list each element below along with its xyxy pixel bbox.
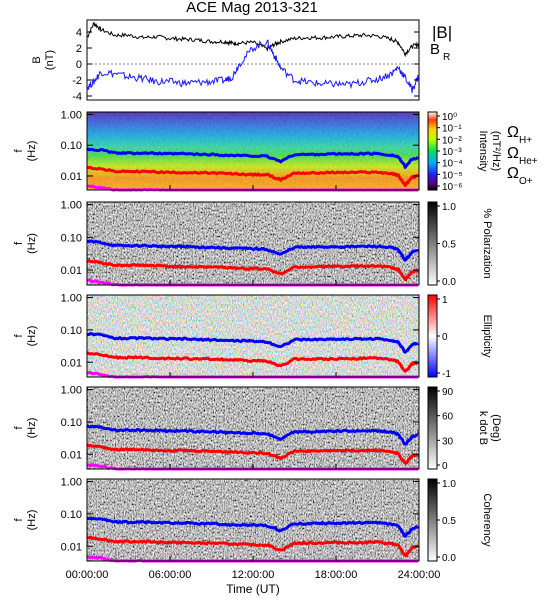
y-tick-label: 1.00 xyxy=(61,200,82,212)
omega-h-line xyxy=(86,332,419,354)
y-tick-label: 0.10 xyxy=(61,140,82,152)
cbar-tick-label: 1.0 xyxy=(442,479,456,490)
y-axis-label: f xyxy=(13,334,25,338)
x-tick-label: 12:00:00 xyxy=(232,569,275,581)
omega-he-line xyxy=(86,443,420,465)
x-tick-label: 18:00:00 xyxy=(315,569,358,581)
legend-omega-h: Ω xyxy=(507,124,519,141)
y-tick-label: 1.00 xyxy=(61,477,82,489)
y-tick-label: 0.10 xyxy=(61,232,82,244)
cbar-tick-label: 10⁰ xyxy=(442,112,457,123)
y-tick-label: 0 xyxy=(76,59,82,71)
cbar-tick-label: 0 xyxy=(442,332,448,343)
colorbar-label: (nT²/Hz) xyxy=(490,131,502,171)
y-tick-label: 1.00 xyxy=(61,385,82,397)
colorbar-coh xyxy=(427,478,438,562)
cbar-tick-label: 1 xyxy=(442,295,448,306)
y-tick-label: 0.10 xyxy=(61,509,82,521)
y-tick-label: 0.10 xyxy=(61,417,82,429)
y-axis-label: (Hz) xyxy=(26,510,38,531)
y-axis-label: (Hz) xyxy=(26,326,38,347)
y-tick-label: 2 xyxy=(76,43,82,55)
x-tick-label: 24:00:00 xyxy=(398,569,441,581)
cbar-tick-label: 0.0 xyxy=(442,553,456,564)
y-tick-label: -4 xyxy=(72,91,82,103)
omega-he-line xyxy=(86,535,419,557)
legend-b-r-sub: R xyxy=(443,52,450,63)
cbar-tick-label: 90 xyxy=(442,387,454,398)
spectrogram-ellipticity xyxy=(87,295,419,377)
omega-h-line xyxy=(86,516,419,538)
cbar-tick-label: 10⁻² xyxy=(442,135,462,146)
y-axis-label: f xyxy=(13,241,25,245)
cbar-tick-label: -1 xyxy=(442,369,451,380)
colorbar-label: Coherency xyxy=(481,493,493,547)
x-tick-label: 00:00:00 xyxy=(66,569,109,581)
legend-omega-o: Ω xyxy=(507,165,519,182)
spectrogram-texture xyxy=(87,112,419,190)
cbar-tick-label: 0.5 xyxy=(442,516,456,527)
cbar-tick-label: 0 xyxy=(442,461,448,472)
colorbar-kdb xyxy=(427,386,438,470)
y-axis-label: (Hz) xyxy=(26,418,38,439)
y-tick-label: -2 xyxy=(72,75,82,87)
cbar-tick-label: 10⁻¹ xyxy=(442,124,462,135)
series-b-r xyxy=(86,39,420,93)
colorbar-label: (Deg) xyxy=(490,414,502,442)
cbar-tick-label: 10⁻⁴ xyxy=(442,159,463,170)
legend-omega-h-sub: H+ xyxy=(519,135,532,146)
y-axis-label: f xyxy=(13,518,25,522)
colorbar-label: Intensity xyxy=(477,131,489,172)
cbar-tick-label: 30 xyxy=(442,436,454,447)
y-axis-label: f xyxy=(13,149,25,153)
y-tick-label: 0.01 xyxy=(61,357,82,369)
chart-title: ACE Mag 2013-321 xyxy=(186,0,318,16)
x-tick-label: 06:00:00 xyxy=(149,569,192,581)
y-tick-label: 1.00 xyxy=(61,109,82,121)
omega-he-line xyxy=(86,259,420,281)
legend-b-total: |B| xyxy=(432,23,452,42)
legend-omega-o-sub: O+ xyxy=(519,176,533,187)
cbar-tick-label: 10⁻³ xyxy=(442,147,462,158)
cbar-tick-label: 60 xyxy=(442,412,454,423)
y-axis-label: B xyxy=(31,56,43,63)
spectrogram-coh xyxy=(87,479,419,561)
colorbar-label: % Polarization xyxy=(481,208,493,278)
x-axis-label: Time (UT) xyxy=(226,582,280,596)
panel-b-frame xyxy=(86,19,420,101)
colorbar-int xyxy=(427,111,438,191)
omega-h-line xyxy=(86,147,419,169)
y-tick-label: 0.01 xyxy=(61,449,82,461)
colorbar-ell xyxy=(427,294,438,378)
omega-h-line xyxy=(86,239,420,262)
cbar-tick-label: 1.0 xyxy=(442,202,456,213)
y-tick-label: 1.00 xyxy=(61,293,82,305)
y-tick-label: 4 xyxy=(76,27,82,39)
cbar-tick-label: 10⁻⁵ xyxy=(442,170,463,181)
y-axis-label: f xyxy=(13,426,25,430)
y-axis-label: (Hz) xyxy=(26,233,38,254)
spectrogram-kdb xyxy=(87,387,419,469)
y-tick-label: 0.10 xyxy=(61,325,82,337)
colorbar-label: k dot B xyxy=(477,411,489,445)
y-axis-label: (nT) xyxy=(44,50,56,70)
y-axis-label: (Hz) xyxy=(26,141,38,162)
spectrogram-pol xyxy=(87,202,419,285)
legend-omega-he-sub: He+ xyxy=(519,156,538,167)
cbar-tick-label: 10⁻⁶ xyxy=(442,182,463,193)
y-tick-label: 0.01 xyxy=(61,171,82,183)
cbar-tick-label: 0.5 xyxy=(442,240,456,251)
omega-he-line xyxy=(86,165,420,188)
colorbar-label: Ellipticity xyxy=(481,315,493,358)
cbar-tick-label: 0.0 xyxy=(442,277,456,288)
y-tick-label: 0.01 xyxy=(61,541,82,553)
omega-he-line xyxy=(86,351,419,373)
colorbar-pol xyxy=(427,201,438,286)
y-tick-label: 0.01 xyxy=(61,265,82,277)
legend-omega-he: Ω xyxy=(507,145,519,162)
omega-h-line xyxy=(86,424,419,446)
legend-b-r: B xyxy=(430,41,440,58)
